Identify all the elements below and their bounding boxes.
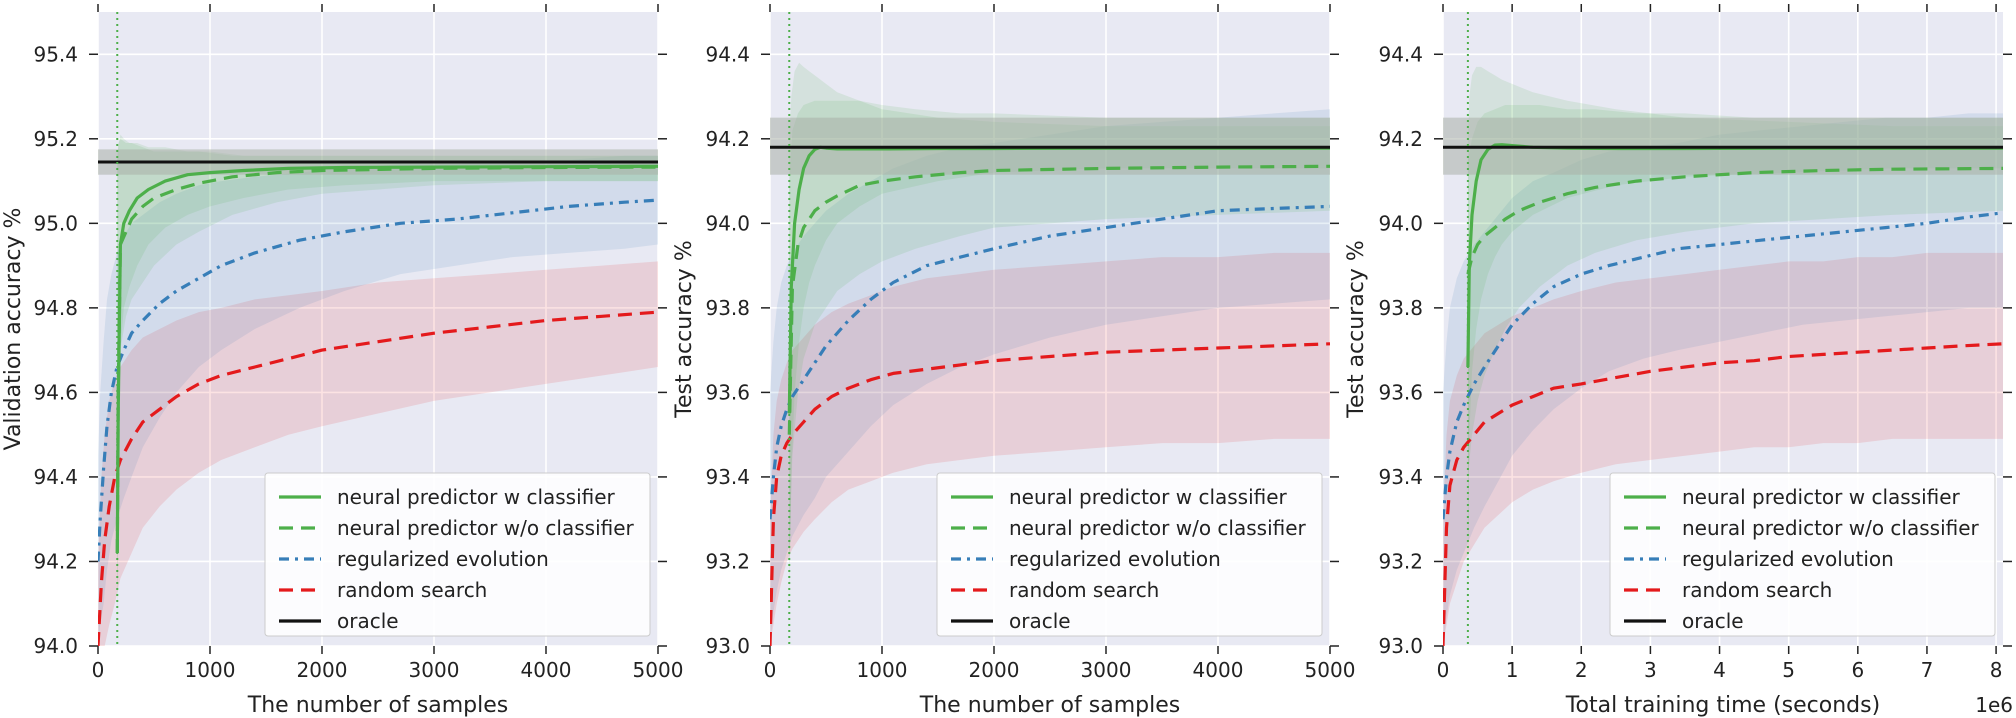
x-axis-label: The number of samples xyxy=(247,693,508,718)
confidence-band xyxy=(98,155,658,646)
y-tick-label: 93.6 xyxy=(705,380,750,404)
confidence-band xyxy=(789,62,1330,604)
x-tick-label: 5000 xyxy=(1305,658,1356,682)
x-tick-label: 3000 xyxy=(1081,658,1132,682)
y-tick-label: 93.8 xyxy=(1378,296,1423,320)
legend-label: regularized evolution xyxy=(1009,547,1221,571)
x-axis-offset-label: 1e6 xyxy=(1975,693,2013,717)
x-tick-label: 7 xyxy=(1921,658,1934,682)
y-tick-label: 94.4 xyxy=(1378,42,1423,66)
y-tick-label: 94.0 xyxy=(33,634,78,658)
x-tick-label: 0 xyxy=(92,658,105,682)
plot-content xyxy=(98,12,658,646)
x-axis-label: The number of samples xyxy=(919,693,1180,718)
legend-label: neural predictor w/o classifier xyxy=(1682,516,1980,540)
y-tick-label: 93.8 xyxy=(705,296,750,320)
x-tick-label: 4000 xyxy=(1193,658,1244,682)
series-line xyxy=(787,164,1330,435)
legend-label: oracle xyxy=(1009,609,1071,633)
legend-label: regularized evolution xyxy=(1682,547,1894,571)
x-tick-label: 5 xyxy=(1782,658,1795,682)
y-tick-label: 94.2 xyxy=(33,549,78,573)
x-tick-label: 6 xyxy=(1851,658,1864,682)
legend-label: random search xyxy=(337,578,487,602)
legend-label: neural predictor w classifier xyxy=(1009,485,1288,509)
series-line xyxy=(770,204,1330,520)
y-tick-label: 93.2 xyxy=(1378,549,1423,573)
y-tick-label: 94.2 xyxy=(705,127,750,151)
y-tick-label: 95.4 xyxy=(33,42,78,66)
legend-label: random search xyxy=(1682,578,1832,602)
plot-content xyxy=(770,12,1330,646)
x-tick-label: 5000 xyxy=(633,658,684,682)
confidence-band xyxy=(789,100,1330,562)
y-tick-label: 93.0 xyxy=(705,634,750,658)
x-tick-label: 2000 xyxy=(969,658,1020,682)
chart-panel-3: 0 1 2 3 4 5 6 7 8 93.0 93.2 93.4 93.6 93.8 94.0 94.2 94.… xyxy=(1344,4,2013,718)
confidence-band xyxy=(770,109,1330,646)
y-axis-label: Test accuracy % xyxy=(672,240,697,418)
legend-label: neural predictor w/o classifier xyxy=(337,516,635,540)
confidence-band xyxy=(1443,113,2003,646)
x-tick-label: 3 xyxy=(1644,658,1657,682)
legend-label: oracle xyxy=(337,609,399,633)
confidence-band xyxy=(770,252,1330,646)
y-axis-label: Test accuracy % xyxy=(1344,240,1369,418)
x-tick-label: 8 xyxy=(1990,658,2003,682)
confidence-band xyxy=(1467,105,2003,477)
x-tick-label: 1 xyxy=(1506,658,1519,682)
x-axis-label: Total training time (seconds) xyxy=(1565,693,1880,718)
x-tick-label: 1000 xyxy=(857,658,908,682)
series-line xyxy=(1443,211,2003,520)
confidence-band xyxy=(98,261,658,646)
y-tick-label: 93.4 xyxy=(705,465,750,489)
confidence-band xyxy=(117,138,658,625)
y-tick-label: 94.4 xyxy=(33,465,78,489)
y-tick-label: 93.6 xyxy=(1378,380,1423,404)
series-line xyxy=(98,198,658,562)
y-tick-label: 94.8 xyxy=(33,296,78,320)
x-tick-label: 1000 xyxy=(185,658,236,682)
legend-label: neural predictor w classifier xyxy=(337,485,616,509)
legend-label: random search xyxy=(1009,578,1159,602)
legend-label: regularized evolution xyxy=(337,547,549,571)
confidence-band xyxy=(117,134,658,625)
y-axis-label: Validation accuracy % xyxy=(1,208,26,451)
legend: neural predictor w classifier neural pred… xyxy=(936,472,1323,637)
legend-label: neural predictor w classifier xyxy=(1682,485,1961,509)
series-line xyxy=(98,310,658,646)
x-tick-label: 0 xyxy=(764,658,777,682)
series-line xyxy=(115,164,658,554)
legend: neural predictor w classifier neural pred… xyxy=(264,472,651,637)
series-line xyxy=(1466,166,2003,275)
legend-box xyxy=(936,472,1323,637)
y-tick-label: 93.4 xyxy=(1378,465,1423,489)
legend-label: oracle xyxy=(1682,609,1744,633)
legend: neural predictor w classifier neural pred… xyxy=(1609,472,1996,637)
x-tick-label: 0 xyxy=(1437,658,1450,682)
legend-label: neural predictor w/o classifier xyxy=(1009,516,1307,540)
legend-box xyxy=(1609,472,1996,637)
y-tick-label: 94.0 xyxy=(1378,211,1423,235)
series-line xyxy=(1443,342,2003,646)
x-tick-label: 4 xyxy=(1713,658,1726,682)
plot-content xyxy=(1443,12,2003,646)
y-tick-label: 94.0 xyxy=(705,211,750,235)
y-tick-label: 94.6 xyxy=(33,380,78,404)
x-tick-label: 3000 xyxy=(409,658,460,682)
y-tick-label: 93.2 xyxy=(705,549,750,573)
x-tick-label: 4000 xyxy=(521,658,572,682)
y-tick-label: 95.0 xyxy=(33,211,78,235)
y-tick-label: 94.2 xyxy=(1378,127,1423,151)
x-tick-label: 2000 xyxy=(297,658,348,682)
legend-box xyxy=(264,472,651,637)
y-tick-label: 94.4 xyxy=(705,42,750,66)
y-tick-label: 93.0 xyxy=(1378,634,1423,658)
chart-panel-1: 0 1000 2000 3000 4000 5000 94.0 94.2 94.4 94.6 94.… xyxy=(1,4,683,718)
series-line xyxy=(770,342,1330,646)
chart-panel-2: 0 1000 2000 3000 4000 5000 93.0 93.2 93.4 93.6 93.… xyxy=(672,4,1355,718)
y-tick-label: 95.2 xyxy=(33,127,78,151)
x-tick-label: 2 xyxy=(1575,658,1588,682)
